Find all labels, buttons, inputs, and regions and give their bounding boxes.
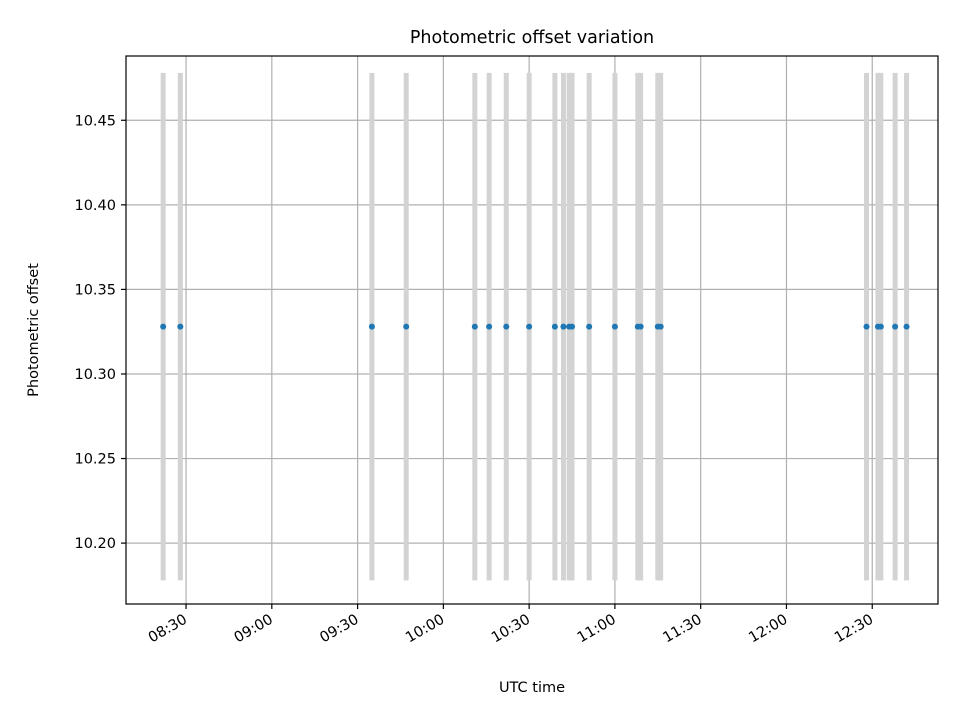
data-point (657, 323, 664, 330)
data-point (403, 323, 410, 330)
data-point (160, 323, 167, 330)
data-point (471, 323, 478, 330)
data-point (892, 323, 899, 330)
data-point (637, 323, 644, 330)
y-tick-label: 10.30 (74, 367, 116, 383)
y-tick-label: 10.20 (74, 536, 116, 552)
y-tick-label: 10.35 (74, 282, 116, 298)
plot-frame (125, 55, 939, 605)
data-point (586, 323, 593, 330)
data-point (551, 323, 558, 330)
y-tick-label: 10.45 (74, 113, 116, 129)
data-point (503, 323, 510, 330)
data-point (611, 323, 618, 330)
data-point (863, 323, 870, 330)
y-tick-label: 10.40 (74, 198, 116, 214)
data-point (569, 323, 576, 330)
data-point (903, 323, 910, 330)
data-point (177, 323, 184, 330)
data-point (877, 323, 884, 330)
y-tick-label: 10.25 (74, 452, 116, 468)
data-point (560, 323, 567, 330)
x-axis-label: UTC time (499, 680, 565, 696)
y-axis-label: Photometric offset (26, 263, 42, 397)
data-points (160, 323, 910, 330)
data-point (526, 323, 533, 330)
y-axis-ticks: 10.20 10.25 10.30 10.35 10.40 10.45 (74, 113, 126, 552)
data-point (368, 323, 375, 330)
data-point (486, 323, 493, 330)
chart-title: Photometric offset variation (410, 28, 654, 48)
